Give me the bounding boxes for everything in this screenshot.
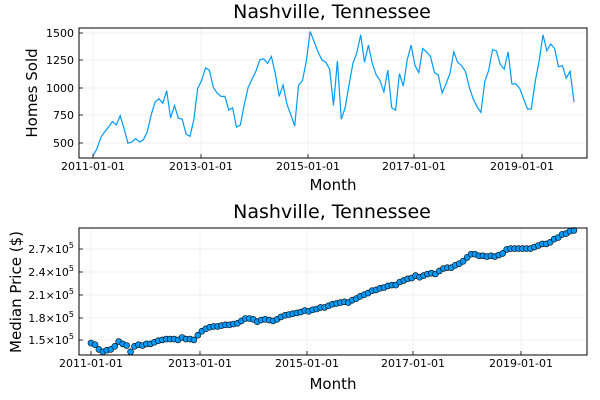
chart-title: Nashville, Tennessee — [233, 201, 431, 223]
y-tick-label: 1500 — [46, 27, 74, 40]
data-point — [123, 342, 130, 349]
y-tick-label: 750 — [53, 109, 74, 122]
y-tick-label: 500 — [53, 137, 74, 150]
homes-sold-chart: Nashville, Tennessee 2011-01-01 2013-01-0… — [23, 1, 588, 194]
x-tick-label: 2017-01-01 — [382, 160, 446, 173]
tick-exponent: 5 — [69, 241, 74, 250]
chart-title: Nashville, Tennessee — [233, 1, 431, 23]
tick-mantissa: 1.8×10 — [28, 312, 69, 325]
tick-exponent: 5 — [69, 264, 74, 273]
data-point — [194, 331, 202, 339]
ticks: 2011-01-01 2013-01-01 2015-01-01 2017-01-01… — [46, 27, 554, 173]
y-axis-label: Median Price ($) — [7, 231, 25, 353]
tick-mantissa: 2.1×10 — [28, 289, 69, 302]
y-tick-label: 1250 — [46, 54, 74, 67]
x-tick-label: 2013-01-01 — [168, 357, 232, 370]
data-point — [91, 341, 99, 349]
tick-mantissa: 2.7×10 — [28, 243, 69, 256]
y-axis-label: Homes Sold — [23, 48, 41, 137]
series-line — [92, 31, 575, 156]
data-point — [111, 342, 119, 350]
data-point — [127, 348, 134, 356]
x-tick-label: 2015-01-01 — [275, 357, 339, 370]
y-tick-label: 2.1×105 — [28, 287, 74, 302]
data-point — [499, 250, 507, 257]
plot-frame — [78, 227, 588, 356]
y-tick-label: 1.8×105 — [28, 310, 74, 325]
x-axis-label: Month — [309, 375, 356, 393]
tick-mantissa: 1.5×10 — [28, 334, 69, 347]
tick-exponent: 5 — [69, 310, 74, 319]
tick-exponent: 5 — [69, 332, 74, 341]
x-tick-label: 2019-01-01 — [489, 357, 553, 370]
x-tick-label: 2017-01-01 — [381, 357, 445, 370]
tick-exponent: 5 — [69, 287, 74, 296]
data-point — [190, 336, 198, 344]
series-layer — [87, 227, 578, 356]
y-tick-label: 1000 — [46, 82, 74, 95]
plot-frame — [78, 27, 588, 159]
data-point — [570, 227, 578, 234]
ticks: 2011-01-01 2013-01-01 2015-01-01 2017-01-01… — [28, 241, 553, 370]
x-axis-label: Month — [309, 176, 356, 194]
x-tick-label: 2015-01-01 — [276, 160, 340, 173]
series-layer — [92, 31, 575, 156]
y-tick-label: 2.4×105 — [28, 264, 74, 279]
x-tick-label: 2013-01-01 — [169, 160, 233, 173]
x-tick-label: 2011-01-01 — [59, 357, 123, 370]
y-tick-label: 2.7×105 — [28, 241, 74, 256]
data-point — [459, 257, 467, 265]
x-tick-label: 2019-01-01 — [490, 160, 554, 173]
x-tick-label: 2011-01-01 — [61, 160, 125, 173]
median-price-chart: Nashville, Tennessee 2011-01-01 2013-01-0… — [7, 201, 588, 393]
tick-mantissa: 2.4×10 — [28, 266, 69, 279]
grid — [79, 28, 587, 158]
y-tick-label: 1.5×105 — [28, 332, 74, 347]
